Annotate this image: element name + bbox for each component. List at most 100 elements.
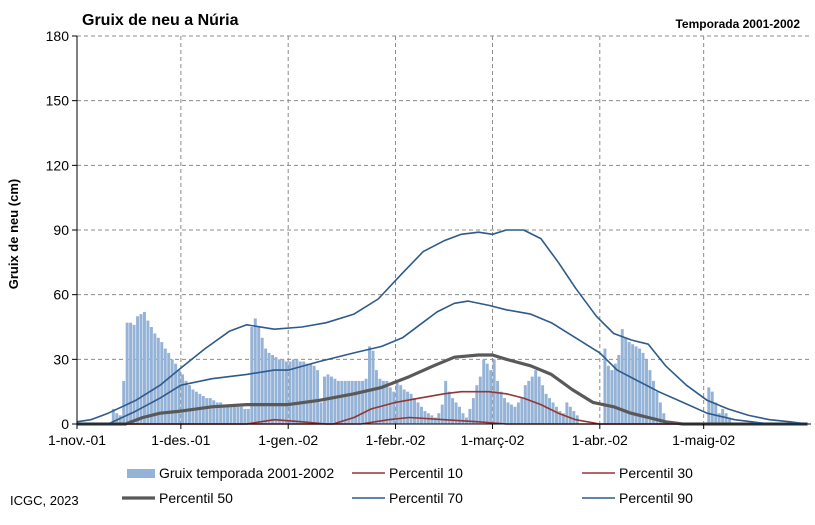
snow-depth-bar (205, 398, 209, 424)
snow-depth-bar (392, 391, 396, 424)
snow-depth-bar (122, 380, 126, 424)
snow-depth-bar (572, 411, 576, 424)
snow-depth-bar (503, 398, 507, 424)
snow-depth-bar (475, 385, 479, 424)
snow-depth-bar (627, 342, 631, 424)
snow-depth-bar (548, 398, 552, 424)
snow-depth-bar (648, 370, 652, 424)
snow-depth-bar (485, 363, 489, 424)
x-tick-label: 1-març-02 (461, 432, 525, 448)
snow-depth-bar (229, 406, 233, 424)
snow-depth-bar (298, 361, 302, 424)
snow-depth-bar (212, 400, 216, 424)
credit-text: ICGC, 2023 (10, 493, 79, 508)
x-tick-label: 1-nov.-01 (48, 432, 106, 448)
snow-depth-bar (717, 413, 721, 424)
snow-depth-bar (516, 402, 520, 424)
snow-depth-bar (347, 380, 351, 424)
x-tick-label: 1-des.-01 (151, 432, 210, 448)
snow-depth-bar (568, 406, 572, 424)
snow-depth-bar (222, 404, 226, 424)
bar-series (111, 311, 732, 424)
snow-depth-bar (506, 402, 510, 424)
snow-depth-bar (662, 413, 666, 424)
snow-depth-bar (416, 402, 420, 424)
snow-depth-bar (316, 370, 320, 424)
snow-depth-bar (606, 365, 610, 424)
snow-depth-bar (184, 380, 188, 424)
snow-depth-bar (440, 404, 444, 424)
x-tick-label: 1-abr.-02 (572, 432, 628, 448)
axes: 0 30 60 90 120 150 180 1-nov.-01 1-des.-01 1-gen.… (46, 28, 811, 448)
series-line-percentil-50 (77, 353, 808, 426)
snow-depth-bar (243, 408, 247, 424)
snow-depth-bar (454, 402, 458, 424)
snow-depth-bar (163, 348, 167, 424)
snow-depth-bar (111, 408, 115, 424)
y-tick-label: 180 (46, 28, 70, 44)
snow-depth-bar (554, 406, 558, 424)
legend-label: Percentil 70 (389, 490, 463, 506)
snow-depth-bar (357, 380, 361, 424)
series-line-percentil-10 (77, 416, 808, 425)
snow-depth-bar (478, 376, 482, 424)
snow-depth-bar (284, 361, 288, 424)
snow-depth-bar (142, 311, 146, 424)
snow-depth-bar (714, 402, 718, 424)
snow-depth-bar (271, 355, 275, 424)
snow-depth-bar (523, 385, 527, 424)
snow-depth-bar (319, 402, 323, 424)
snow-depth-bar (641, 352, 645, 424)
snow-depth-bar (603, 348, 607, 424)
snow-depth-bar (520, 398, 524, 424)
snow-depth-bar (253, 318, 257, 424)
snow-depth-bar (368, 346, 371, 424)
snow-depth-bar (371, 350, 375, 424)
snow-depth-bar (513, 406, 517, 424)
snow-depth-bar (620, 329, 624, 424)
snow-depth-bar (395, 383, 399, 424)
series-line-percentil-70 (77, 300, 808, 425)
snow-depth-bar (167, 352, 171, 424)
snow-depth-bar (177, 370, 181, 424)
snow-depth-bar (624, 337, 628, 424)
snow-depth-bar (239, 406, 243, 424)
snow-depth-bar (631, 344, 635, 424)
snow-depth-bar (406, 391, 410, 424)
snow-depth-bar (724, 413, 728, 424)
snow-depth-bar (658, 402, 662, 424)
snow-depth-bar (125, 322, 129, 424)
snow-depth-bar (413, 398, 416, 424)
snow-depth-bar (201, 395, 205, 424)
snow-depth-bar (374, 370, 378, 424)
snow-depth-bar (496, 380, 500, 424)
snow-depth-bar (399, 385, 403, 424)
snow-depth-bar (174, 363, 178, 424)
snow-depth-bar (132, 324, 136, 424)
x-tick-label: 1-gen.-02 (258, 432, 318, 448)
y-tick-label: 150 (46, 93, 70, 109)
snow-depth-bar (329, 376, 333, 424)
legend: Gruix temporada 2001-2002 Percentil 10 Per… (122, 465, 693, 506)
snow-depth-bar (419, 406, 423, 424)
snow-depth-bar (236, 406, 240, 424)
x-tick-label: 1-maig-02 (672, 432, 735, 448)
snow-depth-bar (565, 402, 569, 424)
snow-depth-bar (388, 387, 392, 424)
x-tick-label: 1-febr.-02 (366, 432, 426, 448)
snow-depth-bar (246, 408, 250, 424)
snow-depth-bar (156, 337, 160, 424)
snow-depth-bar (267, 352, 271, 424)
snow-depth-bar (458, 406, 462, 424)
snow-depth-bar (343, 380, 347, 424)
snow-depth-bar (291, 359, 295, 424)
snow-depth-bar (118, 415, 122, 424)
y-tick-label: 90 (53, 222, 69, 238)
snow-depth-bar (534, 370, 538, 424)
line-series (76, 229, 808, 426)
snow-depth-bar (250, 327, 254, 424)
snow-depth-bar (264, 348, 268, 424)
snow-depth-bar (305, 363, 309, 424)
snow-depth-bar (617, 355, 621, 424)
